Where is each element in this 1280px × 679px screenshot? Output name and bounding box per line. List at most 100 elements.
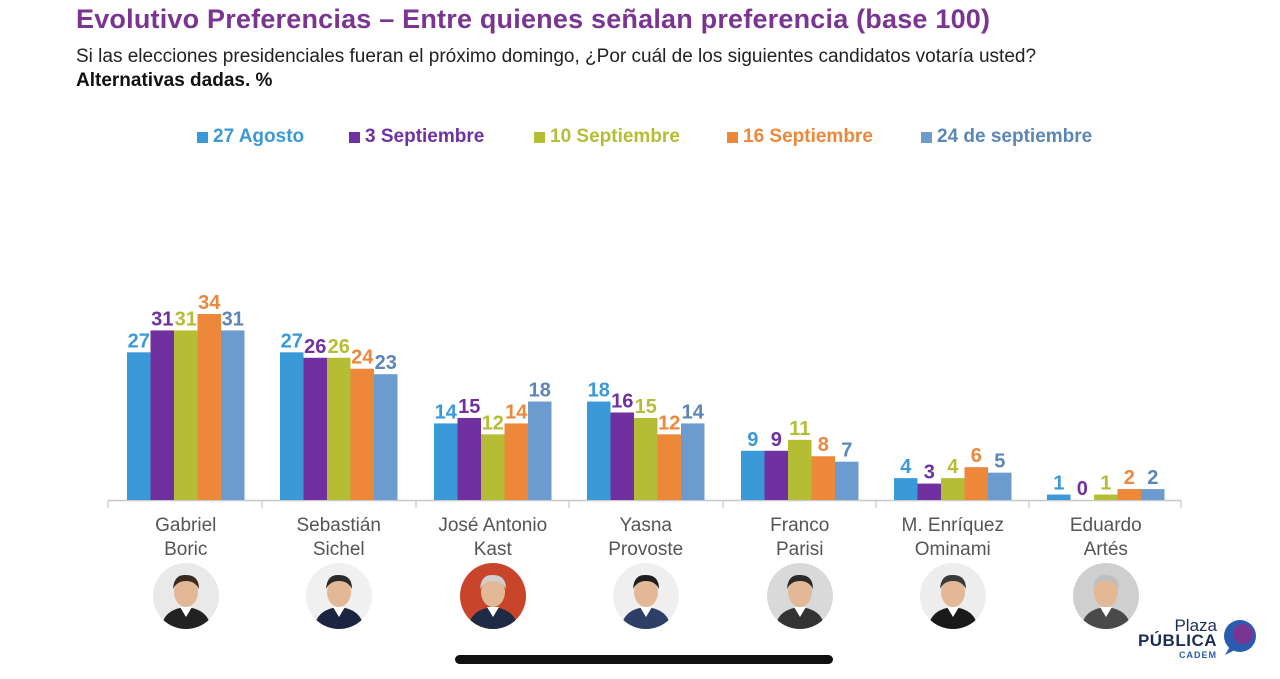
category-label-eduardo-artes: Eduardo Artés: [1036, 514, 1176, 562]
data-label-sebastian-sichel-27-agosto: 27: [281, 330, 303, 352]
legend-label: 27 Agosto: [213, 126, 305, 147]
data-label-eduardo-artes-10-septiembre: 1: [1100, 473, 1111, 495]
legend-item-10-septiembre: 10 Septiembre: [534, 126, 680, 148]
bar-jose-antonio-kast-24-de-septiembre: [528, 401, 552, 500]
data-label-eduardo-artes-3-septiembre: 0: [1077, 478, 1088, 500]
portrait-icon: [612, 563, 679, 629]
portrait-icon: [305, 563, 372, 629]
bar-franco-parisi-27-agosto: [741, 450, 765, 500]
chart-question: Si las elecciones presidenciales fueran …: [76, 46, 1037, 67]
category-label-line: Gabriel: [155, 515, 217, 536]
legend-item-16-septiembre: 16 Septiembre: [727, 126, 873, 148]
bar-gabriel-boric-16-septiembre: [197, 314, 221, 500]
data-label-sebastian-sichel-24-de-septiembre: 23: [375, 352, 397, 374]
data-label-yasna-provoste-27-agosto: 18: [588, 380, 610, 402]
avatar-parisi: [766, 563, 833, 629]
category-label-line: Franco: [770, 515, 830, 536]
bar-sebastian-sichel-10-septiembre: [327, 357, 351, 500]
legend-label: 3 Septiembre: [365, 126, 485, 147]
data-label-gabriel-boric-16-septiembre: 34: [198, 292, 221, 314]
data-label-franco-parisi-3-septiembre: 9: [771, 429, 782, 451]
logo-text-cadem: CADEM: [1179, 650, 1217, 660]
bar-yasna-provoste-16-septiembre: [657, 434, 681, 500]
bar-jose-antonio-kast-10-septiembre: [481, 434, 505, 500]
data-label-sebastian-sichel-3-septiembre: 26: [304, 336, 326, 358]
plaza-publica-logo: Plaza PÚBLICA CADEM: [1138, 616, 1265, 664]
data-label-m-enriquez-ominami-16-septiembre: 6: [971, 445, 982, 467]
bar-m-enriquez-ominami-16-septiembre: [964, 467, 988, 500]
category-label-line: Sichel: [312, 539, 365, 560]
bar-franco-parisi-24-de-septiembre: [835, 461, 859, 500]
category-label-line: Yasna: [619, 515, 672, 536]
bar-m-enriquez-ominami-27-agosto: [894, 478, 918, 500]
bar-franco-parisi-16-septiembre: [811, 456, 835, 500]
data-label-gabriel-boric-27-agosto: 27: [128, 330, 150, 352]
data-label-sebastian-sichel-16-septiembre: 24: [351, 347, 374, 369]
category-label-line: Ominami: [914, 539, 991, 560]
bar-sebastian-sichel-24-de-septiembre: [374, 374, 398, 500]
category-label-line: Parisi: [775, 539, 824, 560]
bar-jose-antonio-kast-27-agosto: [434, 423, 458, 500]
legend-swatch: [727, 131, 738, 143]
avatar-sichel: [305, 563, 372, 629]
data-label-eduardo-artes-24-de-septiembre: 2: [1147, 467, 1158, 489]
portrait-icon: [766, 563, 833, 629]
data-label-eduardo-artes-16-septiembre: 2: [1124, 467, 1135, 489]
legend-swatch: [921, 131, 932, 143]
avatar-kast: [459, 563, 526, 629]
portrait-icon: [919, 563, 986, 629]
data-label-gabriel-boric-24-de-septiembre: 31: [222, 308, 244, 330]
data-label-sebastian-sichel-10-septiembre: 26: [328, 336, 350, 358]
data-label-jose-antonio-kast-27-agosto: 14: [435, 401, 458, 423]
portrait-icon: [1072, 563, 1139, 629]
legend-label: 10 Septiembre: [550, 126, 680, 147]
bar-m-enriquez-ominami-24-de-septiembre: [988, 472, 1012, 500]
data-label-franco-parisi-24-de-septiembre: 7: [841, 440, 852, 462]
bar-jose-antonio-kast-3-septiembre: [457, 417, 481, 500]
data-label-yasna-provoste-24-de-septiembre: 14: [682, 401, 705, 423]
chart-note: Alternativas dadas. %: [76, 70, 273, 91]
category-label-line: M. Enríquez: [901, 515, 1004, 536]
legend-label: 24 de septiembre: [937, 126, 1093, 147]
bar-yasna-provoste-10-septiembre: [634, 417, 658, 500]
category-label-line: Kast: [473, 539, 512, 560]
data-label-m-enriquez-ominami-24-de-septiembre: 5: [994, 451, 1005, 473]
category-label-line: José Antonio: [438, 515, 548, 536]
data-label-yasna-provoste-3-septiembre: 16: [611, 390, 633, 412]
category-label-line: Provoste: [608, 539, 684, 560]
data-label-eduardo-artes-27-agosto: 1: [1053, 473, 1064, 495]
category-label-jose-antonio-kast: José Antonio Kast: [423, 514, 563, 562]
category-label-sebastian-sichel: Sebastián Sichel: [269, 514, 409, 562]
avatar-provoste: [612, 563, 679, 629]
category-label-yasna-provoste: Yasna Provoste: [576, 514, 716, 562]
legend-item-24-septiembre: 24 de septiembre: [921, 126, 1092, 148]
category-label-gabriel-boric: Gabriel Boric: [116, 514, 256, 562]
category-label-franco-parisi: Franco Parisi: [730, 514, 870, 562]
data-label-franco-parisi-27-agosto: 9: [747, 429, 758, 451]
data-label-franco-parisi-16-septiembre: 8: [818, 434, 829, 456]
data-label-jose-antonio-kast-3-septiembre: 15: [458, 396, 480, 418]
data-label-m-enriquez-ominami-27-agosto: 4: [900, 456, 912, 478]
legend-item-27-agosto: 27 Agosto: [197, 126, 304, 148]
data-label-gabriel-boric-3-septiembre: 31: [151, 308, 173, 330]
chart-legend: 27 Agosto 3 Septiembre 10 Septiembre 16 …: [0, 126, 1280, 152]
bar-yasna-provoste-3-septiembre: [610, 412, 634, 500]
data-label-m-enriquez-ominami-10-septiembre: 4: [947, 456, 959, 478]
data-label-franco-parisi-10-septiembre: 11: [789, 418, 810, 440]
legend-swatch: [197, 131, 208, 143]
bar-franco-parisi-10-septiembre: [788, 439, 812, 500]
legend-swatch: [534, 131, 545, 143]
data-label-gabriel-boric-10-septiembre: 31: [175, 308, 197, 330]
avatar-meo: [919, 563, 986, 629]
chart-title: Evolutivo Preferencias – Entre quienes s…: [76, 4, 991, 34]
category-label-line: Eduardo: [1069, 515, 1142, 536]
bar-franco-parisi-3-septiembre: [764, 450, 788, 500]
bar-sebastian-sichel-16-septiembre: [350, 368, 374, 500]
bar-gabriel-boric-27-agosto: [127, 352, 151, 500]
home-indicator[interactable]: [455, 655, 833, 664]
category-label-line: Sebastián: [296, 515, 381, 536]
bar-gabriel-boric-24-de-septiembre: [221, 330, 245, 500]
bar-eduardo-artes-27-agosto: [1047, 494, 1071, 500]
avatar-boric: [152, 563, 219, 629]
